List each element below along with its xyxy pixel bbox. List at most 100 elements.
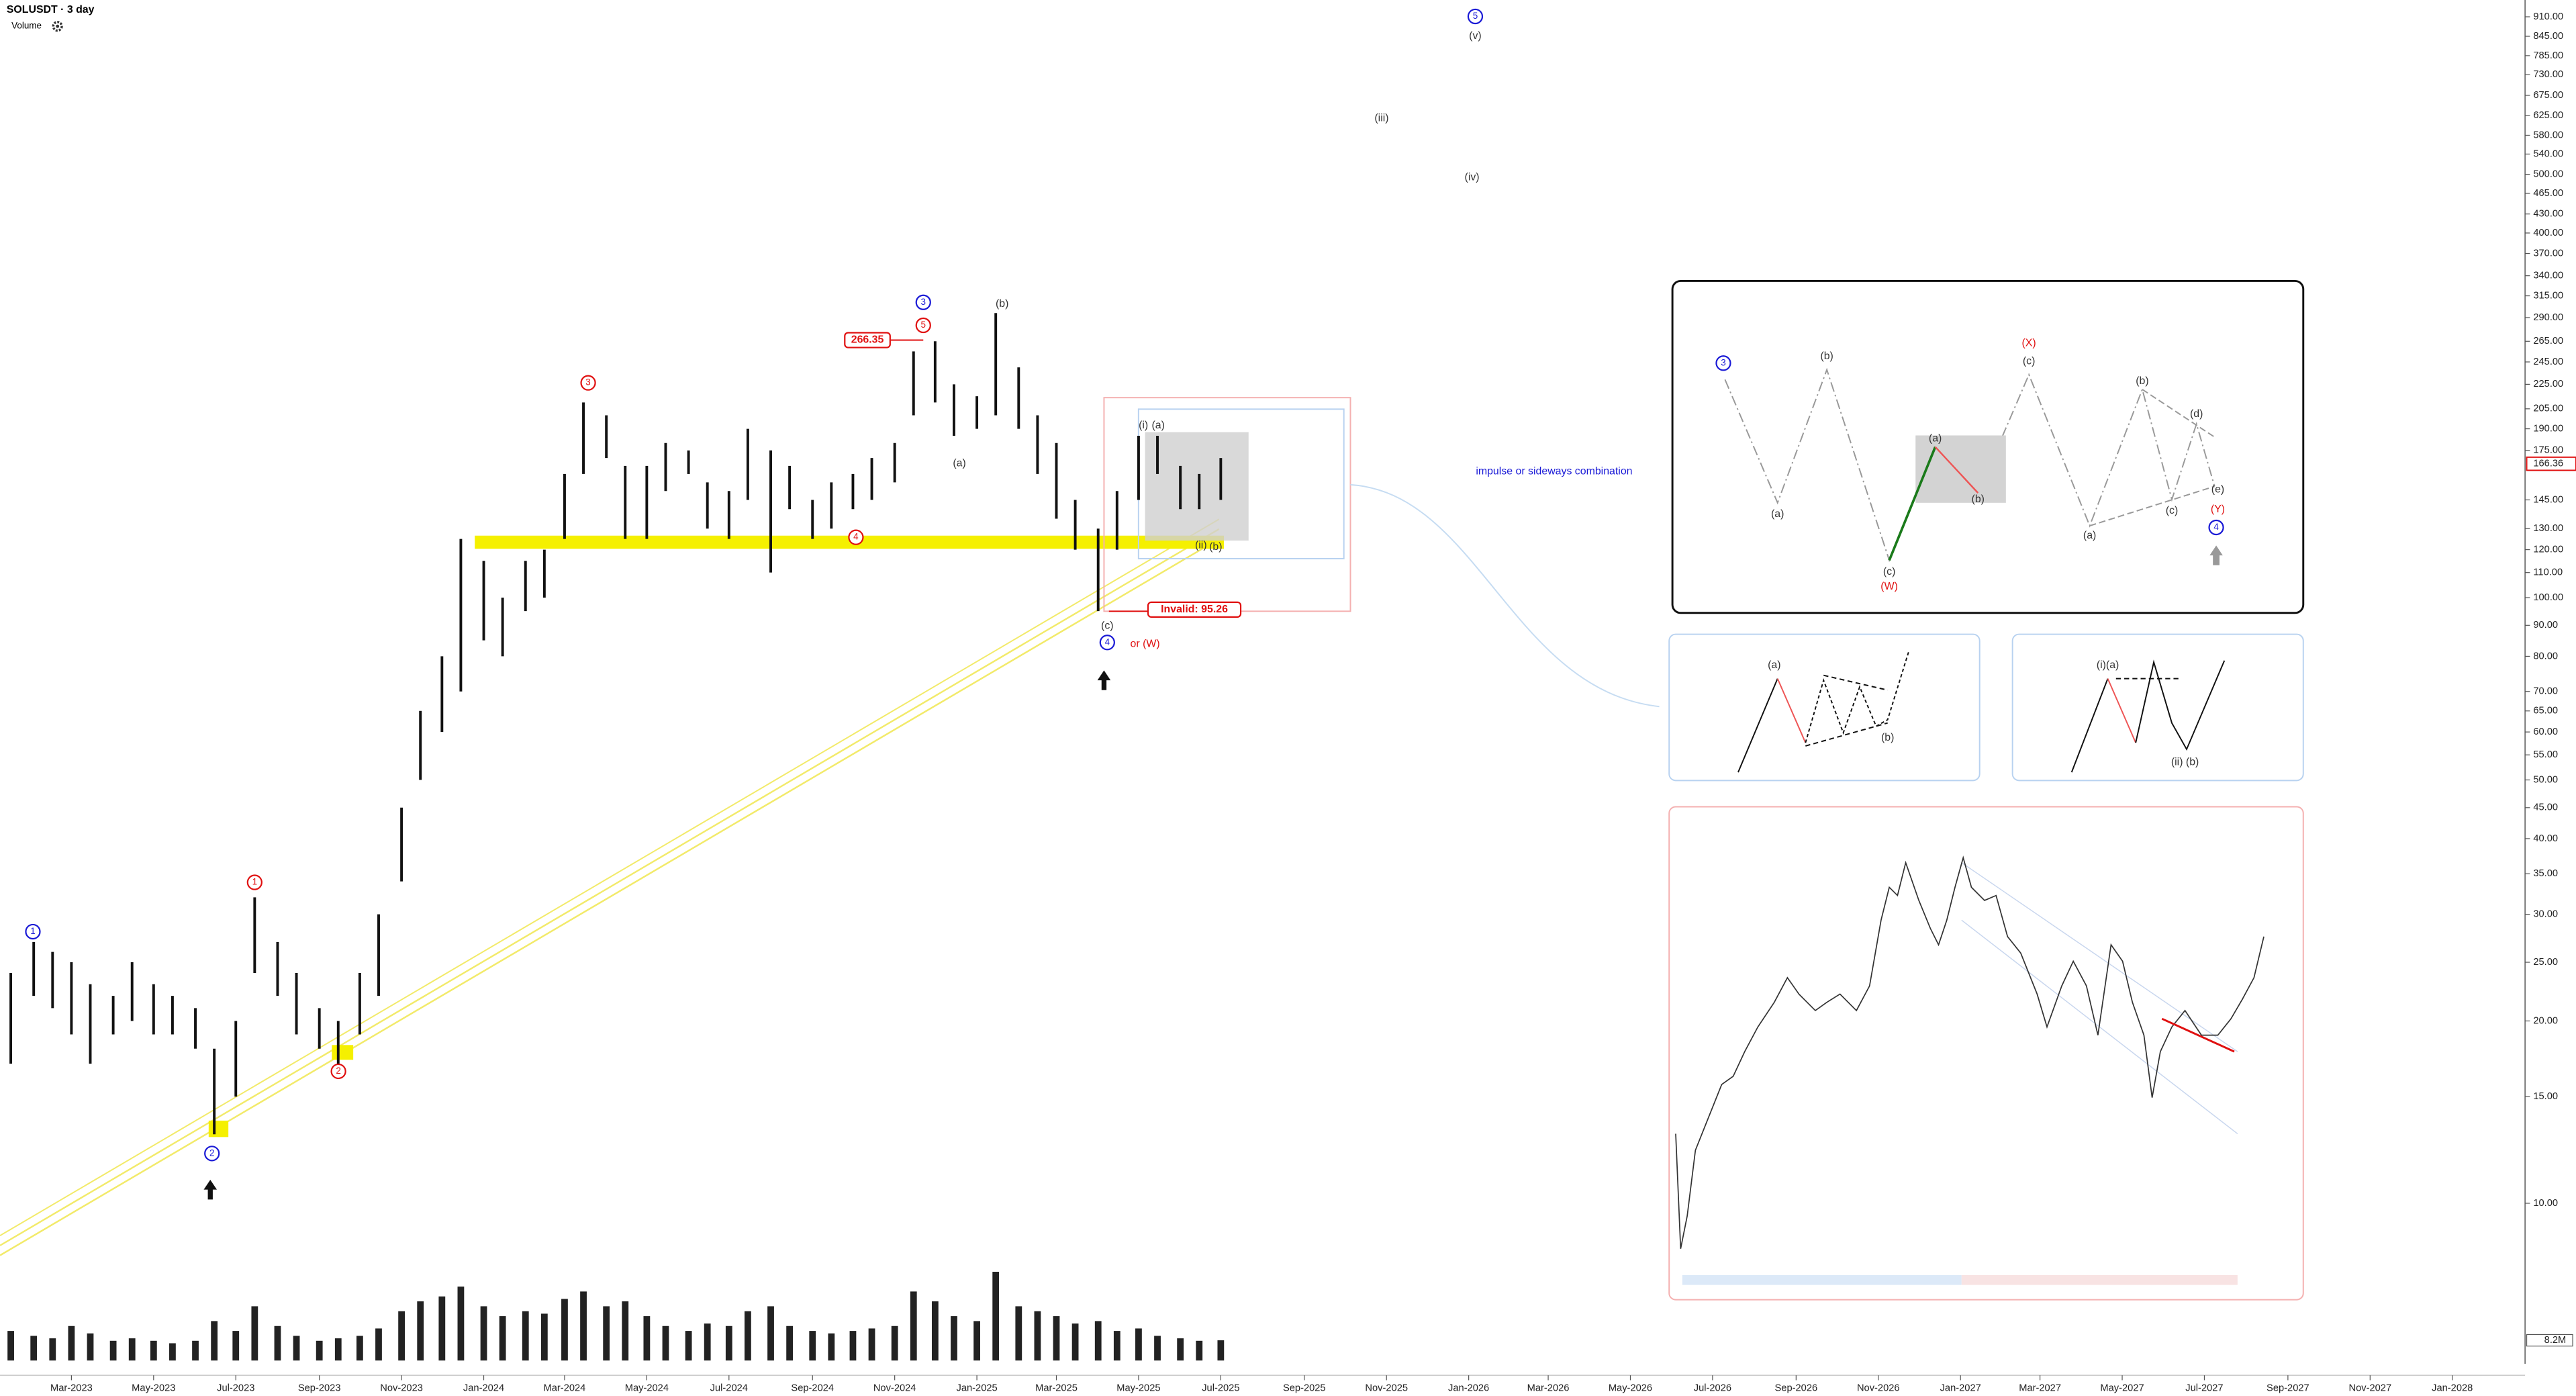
volume-bar xyxy=(1034,1311,1041,1361)
volume-bar xyxy=(951,1316,957,1361)
x-tick-label: Jan-2024 xyxy=(463,1383,504,1394)
trendline xyxy=(0,528,1220,1246)
volume-bar xyxy=(1154,1336,1161,1361)
x-tick-label: Nov-2026 xyxy=(1857,1383,1900,1394)
wave-label: 3 xyxy=(921,297,926,307)
wave-label: (c) xyxy=(2166,505,2179,516)
wave-circle xyxy=(848,529,864,545)
triangle xyxy=(1805,650,1910,743)
scenario-panel xyxy=(1668,633,1981,782)
volume-bar xyxy=(580,1291,587,1361)
y-tick-label: 845.00 xyxy=(2533,31,2563,42)
volume-bar xyxy=(438,1296,446,1361)
y-tick-label: 465.00 xyxy=(2533,188,2563,199)
leg xyxy=(2070,678,2109,773)
leg xyxy=(1737,678,1778,773)
price-bars xyxy=(9,313,1223,1135)
y-tick-label: 910.00 xyxy=(2533,11,2563,22)
y-tick-label: 20.00 xyxy=(2533,1015,2558,1026)
x-tick-label: Jan-2027 xyxy=(1940,1383,1981,1394)
wave-circle xyxy=(915,317,931,334)
x-tick-label: Jul-2024 xyxy=(710,1383,748,1394)
y-tick-label: 110.00 xyxy=(2533,567,2563,578)
y-tick-label: 30.00 xyxy=(2533,909,2558,920)
volume-tick-label: 8.2M xyxy=(2544,1335,2567,1346)
y-tick-label: 55.00 xyxy=(2533,749,2558,760)
wave-label: 5 xyxy=(1473,11,1478,21)
wave-label: or (W) xyxy=(1131,638,1160,649)
leg xyxy=(2135,659,2226,751)
inset-price xyxy=(1675,855,2264,1249)
volume-bar xyxy=(891,1325,898,1361)
volume-bar xyxy=(992,1272,1000,1361)
x-tick-label: Jan-2026 xyxy=(1448,1383,1489,1394)
wave-label: (iv) xyxy=(1465,171,1480,183)
y-tick-label: 130.00 xyxy=(2533,523,2563,534)
y-tick-label: 540.00 xyxy=(2533,148,2563,159)
volume-bar xyxy=(334,1338,342,1361)
volume-bar xyxy=(540,1313,548,1361)
x-tick-label: Nov-2024 xyxy=(873,1383,916,1394)
scenario-path xyxy=(1724,367,2215,563)
volume-bars xyxy=(7,1272,1225,1361)
volume-bar xyxy=(274,1325,281,1361)
y-tick-label: 580.00 xyxy=(2533,130,2563,140)
wave-circle xyxy=(915,294,931,310)
volume-bar xyxy=(68,1325,75,1361)
y-tick-label: 205.00 xyxy=(2533,404,2563,414)
volume-bar xyxy=(1196,1340,1203,1361)
wave-label: (b) xyxy=(1881,732,1894,743)
trendline xyxy=(0,518,1220,1237)
wave-label: 266.35 xyxy=(851,334,884,346)
volume-bar xyxy=(128,1338,136,1361)
wave-circle xyxy=(1715,355,1731,371)
wave-circle xyxy=(330,1063,346,1080)
y-tick-label: 625.00 xyxy=(2533,110,2563,121)
volume-bar xyxy=(293,1336,300,1361)
wave-label: (e) xyxy=(2211,483,2224,495)
x-tick-label: Nov-2023 xyxy=(380,1383,423,1394)
wave-circle xyxy=(1467,8,1484,25)
volume-bar xyxy=(931,1301,939,1361)
volume-bar xyxy=(251,1306,258,1361)
wave-label: (W) xyxy=(1880,581,1898,592)
y-tick-label: 730.00 xyxy=(2533,69,2563,80)
wave-label: (Y) xyxy=(2211,504,2225,515)
volume-bar xyxy=(417,1301,424,1361)
volume-bar xyxy=(643,1316,651,1361)
x-tick-label: Mar-2024 xyxy=(544,1383,586,1394)
y-tick-label: 60.00 xyxy=(2533,727,2558,737)
inset-band xyxy=(1961,1274,2238,1285)
wave-label: (iii) xyxy=(1374,112,1388,124)
y-tick-label: 145.00 xyxy=(2533,494,2563,505)
y-tick-label: 25.00 xyxy=(2533,957,2558,968)
volume-bar xyxy=(745,1311,751,1361)
wave-label: 2 xyxy=(336,1066,340,1076)
volume-bar xyxy=(109,1340,117,1361)
wave-circle xyxy=(25,923,41,940)
wave-label: (a) xyxy=(2083,530,2096,541)
y-tick-label: 500.00 xyxy=(2533,169,2563,179)
volume-bar xyxy=(828,1333,835,1361)
volume-bar xyxy=(725,1325,732,1361)
leg xyxy=(1888,446,1937,561)
y-tick-label: 245.00 xyxy=(2533,357,2563,367)
y-tick-label: 120.00 xyxy=(2533,544,2563,555)
wave-label: 3 xyxy=(585,377,590,387)
triangle xyxy=(1805,674,1888,747)
wave-label: 4 xyxy=(853,532,859,542)
inset-panel xyxy=(1668,806,2304,1301)
scenario-panel xyxy=(2011,633,2304,782)
wave-label: (a) xyxy=(1929,433,1942,445)
x-tick-label: Jul-2025 xyxy=(1202,1383,1239,1394)
price-tag-label: 166.36 xyxy=(2533,459,2563,469)
x-tick-label: Nov-2025 xyxy=(1365,1383,1408,1394)
x-tick-label: Sep-2024 xyxy=(791,1383,834,1394)
leg xyxy=(1776,678,1807,743)
volume-bar xyxy=(809,1331,816,1361)
volume-bar xyxy=(356,1336,363,1361)
x-tick-label: May-2024 xyxy=(625,1383,669,1394)
volume-bar xyxy=(1113,1331,1120,1361)
y-tick-label: 50.00 xyxy=(2533,774,2558,785)
